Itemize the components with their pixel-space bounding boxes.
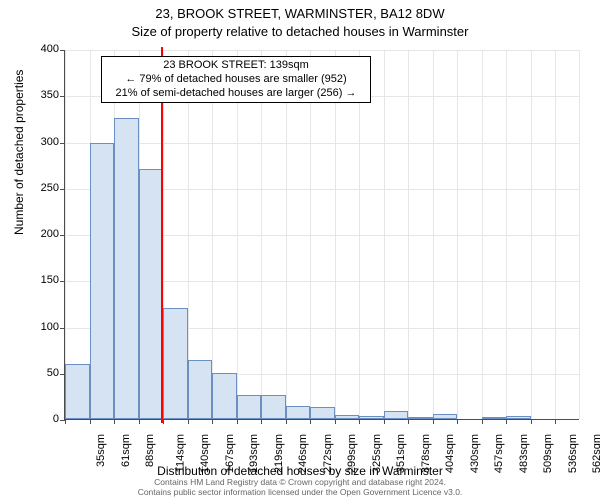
ytick-label: 300 — [29, 136, 59, 148]
histogram-bar — [237, 395, 262, 419]
histogram-bar — [335, 415, 360, 419]
chart-container: 23, BROOK STREET, WARMINSTER, BA12 8DW S… — [0, 0, 600, 500]
footer-attribution: Contains HM Land Registry data © Crown c… — [0, 478, 600, 498]
marker-line — [161, 47, 163, 423]
annotation-line-3: 21% of semi-detached houses are larger (… — [108, 87, 364, 101]
gridline-v — [433, 50, 434, 419]
xtick-label: 114sqm — [174, 434, 186, 472]
xtick-label: 140sqm — [199, 434, 211, 473]
ytick-label: 400 — [29, 43, 59, 55]
histogram-bar — [482, 417, 507, 419]
xtick-mark — [286, 419, 287, 424]
xtick-mark — [335, 419, 336, 424]
gridline-v — [482, 50, 483, 419]
gridline-v — [457, 50, 458, 419]
xtick-label: 35sqm — [95, 434, 107, 467]
xtick-mark — [65, 419, 66, 424]
annotation-line-1: 23 BROOK STREET: 139sqm — [108, 59, 364, 73]
xtick-mark — [555, 419, 556, 424]
ytick-label: 0 — [29, 413, 59, 425]
xtick-mark — [531, 419, 532, 424]
histogram-bar — [506, 416, 531, 419]
ytick-label: 200 — [29, 228, 59, 240]
xtick-mark — [384, 419, 385, 424]
xtick-mark — [457, 419, 458, 424]
xtick-label: 246sqm — [297, 434, 309, 473]
histogram-bar — [408, 417, 433, 419]
xtick-label: 325sqm — [371, 434, 383, 473]
annotation-box: 23 BROOK STREET: 139sqm ← 79% of detache… — [101, 56, 371, 103]
xtick-label: 61sqm — [120, 434, 132, 467]
xtick-label: 457sqm — [494, 434, 506, 473]
gridline-h — [65, 50, 579, 51]
xtick-mark — [261, 419, 262, 424]
gridline-v — [261, 50, 262, 419]
ytick-label: 250 — [29, 182, 59, 194]
xtick-label: 378sqm — [420, 434, 432, 473]
xtick-mark — [433, 419, 434, 424]
footer-line-2: Contains public sector information licen… — [0, 488, 600, 498]
xtick-mark — [359, 419, 360, 424]
gridline-v — [359, 50, 360, 419]
gridline-v — [531, 50, 532, 419]
histogram-bar — [261, 395, 286, 419]
xtick-label: 483sqm — [518, 434, 530, 473]
gridline-v — [555, 50, 556, 419]
xtick-label: 351sqm — [395, 434, 407, 473]
histogram-bar — [384, 411, 409, 419]
xtick-mark — [506, 419, 507, 424]
histogram-bar — [359, 416, 384, 419]
ytick-label: 50 — [29, 367, 59, 379]
xtick-mark — [237, 419, 238, 424]
histogram-bar — [139, 169, 164, 419]
xtick-label: 299sqm — [346, 434, 358, 473]
histogram-bar — [114, 118, 139, 419]
gridline-v — [286, 50, 287, 419]
xtick-mark — [310, 419, 311, 424]
xtick-label: 562sqm — [592, 434, 600, 473]
xtick-mark — [408, 419, 409, 424]
ytick-label: 350 — [29, 89, 59, 101]
histogram-bar — [90, 143, 115, 419]
xtick-label: 219sqm — [273, 434, 285, 473]
xtick-label: 167sqm — [224, 434, 236, 473]
annotation-line-2: ← 79% of detached houses are smaller (95… — [108, 73, 364, 87]
ytick-label: 100 — [29, 321, 59, 333]
xtick-mark — [114, 419, 115, 424]
xtick-mark — [90, 419, 91, 424]
xtick-label: 272sqm — [322, 434, 334, 473]
xtick-mark — [163, 419, 164, 424]
xtick-label: 430sqm — [469, 434, 481, 473]
gridline-v — [335, 50, 336, 419]
chart-title-address: 23, BROOK STREET, WARMINSTER, BA12 8DW — [0, 6, 600, 21]
xtick-mark — [139, 419, 140, 424]
gridline-v — [310, 50, 311, 419]
histogram-bar — [163, 308, 188, 419]
xtick-label: 88sqm — [144, 434, 156, 467]
histogram-bar — [310, 407, 335, 419]
histogram-bar — [286, 406, 311, 419]
gridline-v — [408, 50, 409, 419]
xtick-label: 536sqm — [567, 434, 579, 473]
gridline-v — [212, 50, 213, 419]
xtick-mark — [212, 419, 213, 424]
histogram-bar — [433, 414, 458, 419]
gridline-v — [579, 50, 580, 419]
plot-area: 23 BROOK STREET: 139sqm ← 79% of detache… — [64, 50, 579, 420]
xtick-mark — [188, 419, 189, 424]
chart-title-desc: Size of property relative to detached ho… — [0, 24, 600, 39]
xtick-label: 193sqm — [248, 434, 260, 473]
y-axis-label: Number of detached properties — [12, 70, 26, 235]
histogram-bar — [188, 360, 213, 419]
ytick-label: 150 — [29, 274, 59, 286]
gridline-v — [506, 50, 507, 419]
xtick-label: 404sqm — [444, 434, 456, 473]
xtick-mark — [482, 419, 483, 424]
gridline-v — [384, 50, 385, 419]
xtick-label: 509sqm — [543, 434, 555, 473]
histogram-bar — [212, 373, 237, 419]
gridline-h — [65, 143, 579, 144]
histogram-bar — [65, 364, 90, 420]
gridline-v — [237, 50, 238, 419]
